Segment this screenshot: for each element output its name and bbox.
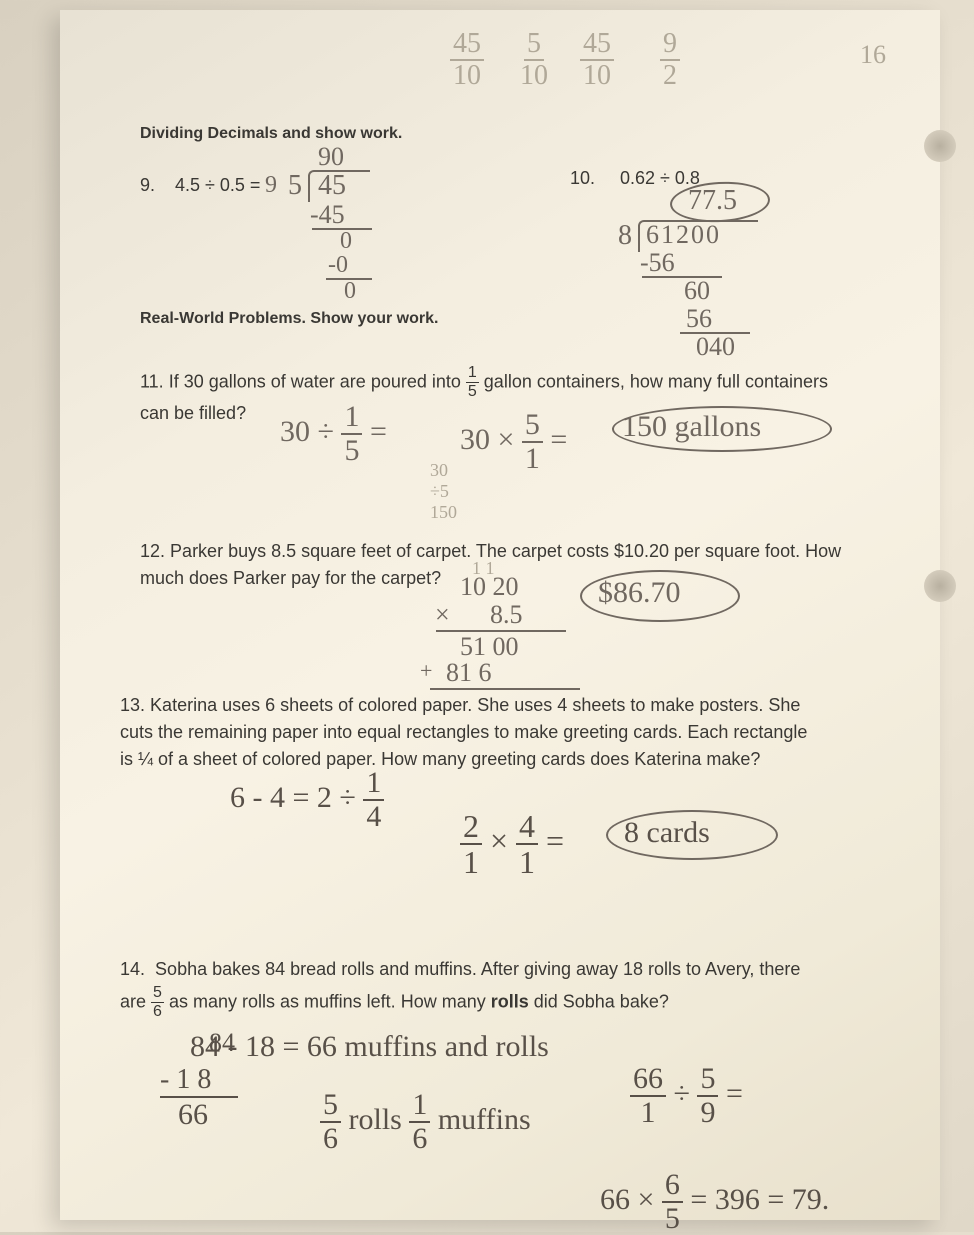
q11-scratch: 30 ÷5 150 [430, 460, 457, 523]
binder-hole [924, 570, 956, 602]
section-heading-realworld: Real-World Problems. Show your work. [140, 310, 438, 328]
q12-partial2: 81 6 [446, 658, 492, 688]
q14-text: 14. Sobha bakes 84 bread rolls and muffi… [120, 954, 910, 1020]
q9-step2: 0 [340, 228, 352, 255]
q14-line2: 56 rolls 16 muffins [320, 1090, 531, 1154]
q9-step1: -45 [310, 200, 345, 230]
q10-divisor: 8 [618, 220, 632, 252]
q10-step3: 56 [686, 304, 712, 334]
q10-step2: 60 [684, 276, 710, 306]
q13-work-b: 21 × 41 = [460, 810, 564, 878]
hline [642, 276, 722, 278]
q9-equals-nine: 9 [265, 172, 277, 199]
scratch-fraction: 4510 [580, 30, 614, 90]
q9-expression: 4.5 ÷ 0.5 = [175, 175, 260, 196]
q9-quotient: 90 [318, 142, 344, 172]
q9-number: 9. [140, 175, 155, 196]
scratch-number: 16 [860, 40, 886, 70]
q14-line4: 66 × 65 = 396 = 79. [600, 1170, 829, 1234]
q10-number: 10. [570, 168, 595, 189]
q11-work-left: 30 ÷ 15 = [280, 402, 387, 466]
q13-work-a: 6 - 4 = 2 ÷ 14 [230, 768, 384, 832]
q12-mult-top: 10 20 [460, 572, 519, 602]
q10-dividend: 61200 [646, 220, 721, 250]
q9-dividend: 45 [318, 170, 346, 202]
q12-text: 12. Parker buys 8.5 square feet of carpe… [140, 538, 910, 592]
hline [430, 688, 580, 690]
q11-work-right: 30 × 51 = [460, 410, 567, 474]
scratch-fraction: 4510 [450, 30, 484, 90]
q12-plus: + [420, 658, 432, 684]
q13-text: 13. Katerina uses 6 sheets of colored pa… [120, 692, 910, 773]
q11-answer: 150 gallons [622, 410, 761, 444]
q9-step3: -0 [328, 252, 348, 279]
q14-sub-top: 84 [175, 1028, 235, 1058]
q12-answer: $86.70 [598, 576, 681, 610]
binder-hole [924, 130, 956, 162]
scratch-fraction: 510 [520, 30, 548, 90]
q9-divisor: 5 [288, 170, 302, 202]
section-heading-dividing: Dividing Decimals and show work. [140, 125, 402, 143]
q10-step4: 040 [696, 332, 735, 362]
q14-sub-mid: - 1 8 [160, 1064, 211, 1096]
q9-step4: 0 [344, 278, 356, 305]
q12-mult-x: × [435, 600, 450, 630]
q13-answer: 8 cards [624, 816, 710, 850]
worksheet-paper: 4510 510 4510 92 16 Dividing Decimals an… [60, 10, 940, 1220]
scratch-fraction: 92 [660, 30, 680, 90]
q12-mult-bottom: 8.5 [490, 600, 523, 630]
q14-sub-bot: 66 [178, 1098, 208, 1132]
q10-answer: 77.5 [688, 185, 737, 217]
q14-line1: 84 - 18 = 66 muffins and rolls [190, 1030, 549, 1064]
q14-line3: 661 ÷ 59 = [630, 1064, 743, 1128]
q10-step1: -56 [640, 248, 675, 278]
